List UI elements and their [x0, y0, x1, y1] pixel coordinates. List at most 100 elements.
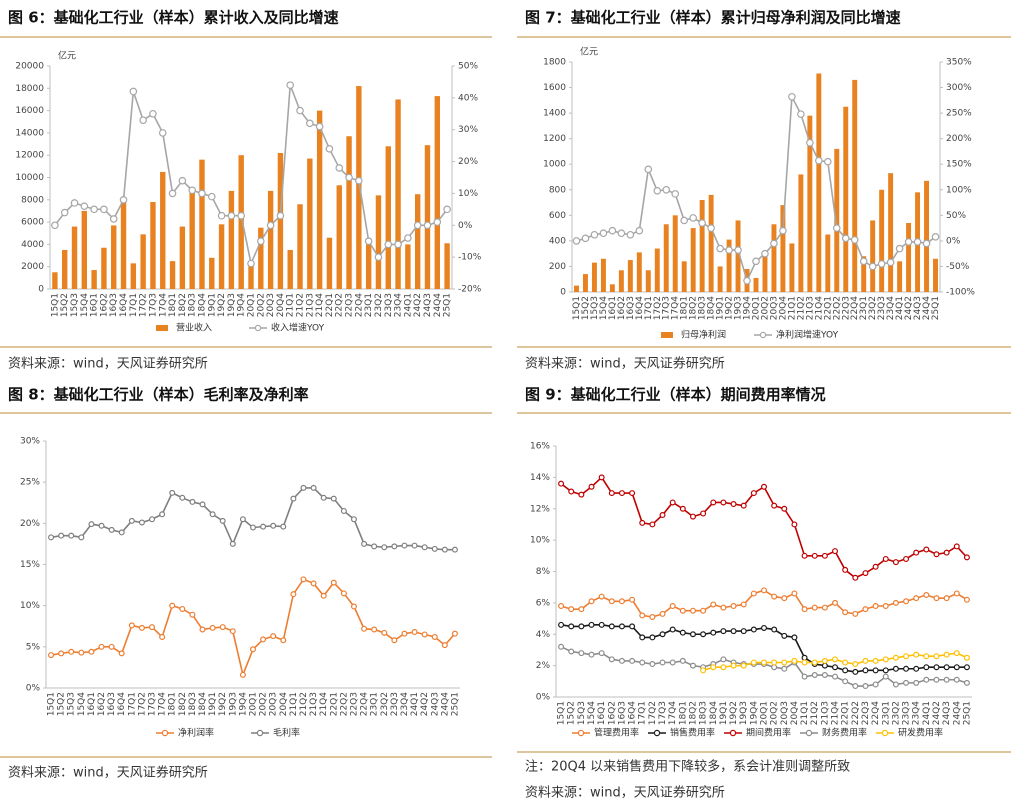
- point: [761, 249, 769, 258]
- point: [953, 543, 960, 550]
- point: [933, 676, 940, 683]
- point: [219, 624, 226, 631]
- x-tick-label: 16Q4: [635, 296, 645, 321]
- x-tick-label: 18Q2: [178, 293, 188, 317]
- point: [98, 522, 105, 529]
- x-tick-label: 16Q3: [107, 692, 117, 716]
- x-tick-label: 19Q2: [729, 701, 739, 725]
- point: [239, 671, 246, 678]
- x-tick-label: 17Q3: [662, 296, 672, 320]
- x-tick-label: 22Q4: [871, 701, 881, 726]
- point: [750, 626, 757, 633]
- point: [598, 593, 605, 600]
- bar: [150, 202, 156, 289]
- y-tick-label: 1000: [543, 160, 566, 170]
- x-tick-label: 19Q1: [208, 692, 218, 716]
- point: [771, 659, 778, 666]
- point: [862, 657, 869, 664]
- point: [139, 116, 147, 124]
- bar: [834, 148, 840, 292]
- x-tick-label: 23Q3: [384, 293, 394, 317]
- point: [608, 598, 615, 605]
- point: [842, 659, 849, 666]
- y-tick-label: 4%: [536, 630, 551, 640]
- point: [199, 501, 206, 508]
- point: [649, 661, 656, 668]
- point: [119, 196, 128, 204]
- point: [568, 648, 575, 655]
- point: [680, 216, 688, 225]
- point: [209, 511, 216, 518]
- point: [138, 624, 145, 631]
- x-tick-label: 22Q3: [345, 293, 355, 317]
- bar: [663, 224, 669, 292]
- bar: [287, 249, 293, 289]
- point: [963, 596, 970, 603]
- point: [199, 626, 206, 633]
- x-tick-label: 21Q2: [299, 692, 309, 716]
- point: [689, 631, 696, 638]
- bar: [672, 215, 678, 292]
- point: [710, 601, 717, 608]
- point: [720, 604, 727, 611]
- point: [361, 540, 368, 547]
- legend-swatch: [653, 729, 661, 737]
- x-tick-label: 23Q1: [881, 701, 891, 725]
- x-tick-label: 15Q4: [80, 293, 90, 318]
- point: [892, 665, 899, 672]
- point: [169, 602, 176, 609]
- point: [345, 173, 353, 182]
- x-tick-label: 18Q4: [198, 692, 208, 717]
- point: [158, 129, 167, 137]
- point: [88, 521, 95, 528]
- point: [943, 651, 950, 658]
- y2-tick-label: -50%: [946, 262, 970, 272]
- x-tick-label: 23Q2: [891, 701, 901, 725]
- point: [80, 202, 89, 210]
- point: [669, 603, 676, 610]
- point: [862, 683, 869, 690]
- x-tick-label: 18Q4: [197, 293, 207, 318]
- bar: [870, 220, 876, 292]
- bar: [277, 152, 284, 289]
- point: [280, 637, 287, 644]
- point: [943, 676, 950, 683]
- point: [608, 623, 615, 630]
- point: [852, 574, 859, 581]
- point: [903, 679, 910, 686]
- bar: [258, 227, 264, 289]
- point: [730, 501, 737, 508]
- point: [320, 592, 327, 599]
- x-tick-label: 20Q2: [760, 296, 770, 320]
- point: [791, 521, 798, 528]
- legend-label: 营业收入: [176, 322, 212, 334]
- y-axis-label: 亿元: [580, 46, 598, 58]
- point: [618, 657, 625, 664]
- x-tick-label: 21Q3: [309, 692, 319, 716]
- point: [877, 260, 886, 268]
- point: [821, 552, 828, 559]
- point: [850, 236, 859, 244]
- bar: [326, 237, 333, 289]
- point: [671, 190, 680, 198]
- point: [229, 540, 236, 547]
- y2-tick-label: 350%: [946, 58, 972, 68]
- x-tick-label: 17Q1: [129, 293, 139, 317]
- point: [159, 633, 166, 640]
- point: [239, 516, 246, 523]
- point: [128, 622, 135, 629]
- point: [391, 637, 398, 644]
- bar: [879, 189, 885, 292]
- bar: [888, 173, 894, 292]
- point: [882, 555, 889, 562]
- bar: [189, 191, 195, 289]
- y-tick-label: 1200: [543, 134, 566, 144]
- y-tick-label: 10000: [15, 173, 44, 183]
- y-tick-label: 2000: [21, 262, 44, 272]
- x-tick-label: 21Q2: [296, 293, 306, 317]
- x-tick-label: 16Q2: [617, 296, 627, 320]
- point: [401, 630, 408, 637]
- x-tick-label: 15Q2: [567, 701, 577, 725]
- point: [149, 109, 157, 118]
- line: [50, 578, 456, 678]
